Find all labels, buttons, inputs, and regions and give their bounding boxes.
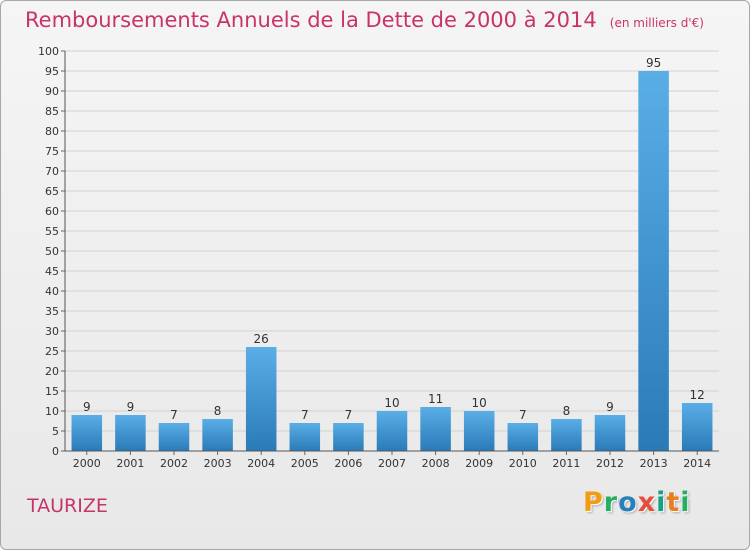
x-tick-label: 2004	[247, 457, 275, 470]
bar-value-label: 26	[254, 332, 269, 346]
x-tick-label: 2014	[683, 457, 711, 470]
x-tick-label: 2000	[73, 457, 101, 470]
bars: 9 9 7 8 26 7 7 10 11 10 7 8 9 95 12	[71, 56, 713, 451]
bar-value-label: 9	[127, 400, 135, 414]
proxiti-logo: Proxiti	[583, 487, 691, 518]
bar-value-label: 8	[214, 404, 222, 418]
bar-value-label: 9	[606, 400, 614, 414]
bar-value-label: 9	[83, 400, 91, 414]
x-tick-label: 2008	[422, 457, 450, 470]
y-axis-ticks: 0 5 10 15 20 25 30 35 40 45 50 55 60 65 70 75 80 85 90 95 10…	[38, 45, 65, 458]
bar-value-label: 8	[563, 404, 571, 418]
y-tick-label: 0	[52, 445, 59, 458]
x-tick-label: 2005	[291, 457, 319, 470]
bar-2003	[202, 419, 233, 451]
y-tick-label: 80	[45, 125, 59, 138]
bar-value-label: 10	[472, 396, 487, 410]
y-tick-label: 15	[45, 385, 59, 398]
bar-2004	[245, 347, 277, 451]
bar-value-label: 10	[384, 396, 399, 410]
bar-value-label: 7	[170, 408, 178, 422]
bar-value-label: 12	[690, 388, 705, 402]
x-axis-ticks: 2000 2001 2002 2003 2004 2005 2006 2007 2008 2009…	[73, 451, 711, 470]
chart-unit-note: (en milliers d'€)	[609, 16, 704, 30]
y-tick-label: 100	[38, 45, 59, 58]
bar-value-label: 7	[301, 408, 309, 422]
y-tick-label: 95	[45, 65, 59, 78]
bar-2012	[594, 415, 626, 451]
logo-letter: x	[637, 487, 657, 518]
x-tick-label: 2001	[116, 457, 144, 470]
chart-title-text: Remboursements Annuels de la Dette de 20…	[25, 8, 597, 32]
y-tick-label: 60	[45, 205, 59, 218]
bar-2013	[638, 71, 669, 451]
bar-value-label: 95	[646, 56, 661, 70]
bar-value-label: 11	[428, 392, 443, 406]
y-tick-label: 45	[45, 265, 59, 278]
y-tick-label: 10	[45, 405, 59, 418]
logo-letter: t	[666, 487, 681, 518]
bar-value-label: 7	[519, 408, 527, 422]
bar-2001	[115, 415, 146, 451]
y-tick-label: 50	[45, 245, 59, 258]
x-tick-label: 2003	[204, 457, 232, 470]
x-tick-label: 2012	[596, 457, 624, 470]
bar-2005	[289, 423, 321, 451]
bar-2007	[376, 411, 408, 451]
x-tick-label: 2009	[465, 457, 493, 470]
chart-title: Remboursements Annuels de la Dette de 20…	[25, 8, 704, 32]
y-tick-label: 85	[45, 105, 59, 118]
bar-2006	[333, 423, 364, 451]
x-tick-label: 2002	[160, 457, 188, 470]
bar-2002	[158, 423, 190, 451]
x-tick-label: 2006	[334, 457, 362, 470]
bar-2009	[463, 411, 495, 451]
y-tick-label: 30	[45, 325, 59, 338]
y-tick-label: 65	[45, 185, 59, 198]
x-tick-label: 2007	[378, 457, 406, 470]
grid-lines	[65, 50, 719, 452]
y-tick-label: 20	[45, 365, 59, 378]
x-tick-label: 2011	[552, 457, 580, 470]
y-tick-label: 25	[45, 345, 59, 358]
y-tick-label: 35	[45, 305, 59, 318]
y-tick-label: 40	[45, 285, 59, 298]
logo-letter: r	[603, 487, 619, 518]
town-name: TAURIZE	[27, 495, 108, 517]
y-tick-label: 5	[52, 425, 59, 438]
y-tick-label: 90	[45, 85, 59, 98]
bar-2000	[71, 415, 103, 451]
bar-2008	[420, 407, 451, 451]
logo-letter: i	[656, 487, 667, 518]
y-tick-label: 70	[45, 165, 59, 178]
axes	[64, 51, 719, 452]
bar-value-label: 7	[345, 408, 353, 422]
logo-letter: o	[618, 487, 638, 518]
bar-2010	[507, 423, 539, 451]
bar-2014	[681, 403, 713, 451]
x-tick-label: 2010	[509, 457, 537, 470]
logo-letter: i	[680, 487, 691, 518]
logo-letter: P	[583, 487, 604, 518]
y-tick-label: 55	[45, 225, 59, 238]
y-tick-label: 75	[45, 145, 59, 158]
x-tick-label: 2013	[640, 457, 668, 470]
bar-2011	[551, 419, 582, 451]
